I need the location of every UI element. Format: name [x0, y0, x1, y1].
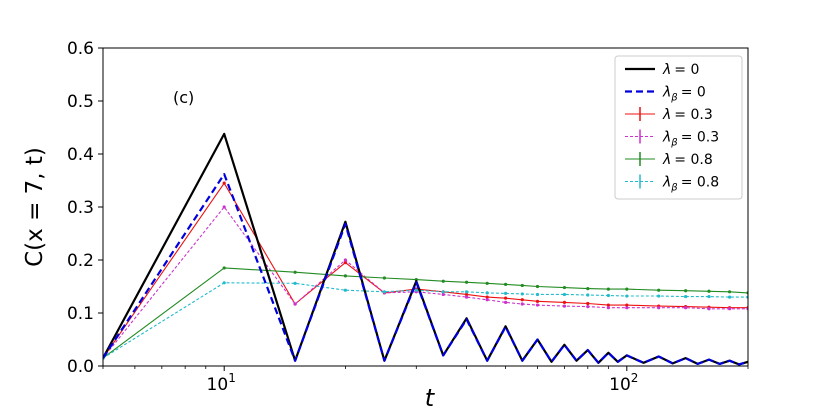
data-point	[707, 294, 711, 299]
legend-box	[614, 55, 743, 200]
data-point	[535, 303, 540, 307]
y-axis-label: C(x = 7, t)	[22, 147, 48, 267]
legend-label: λ = 0.8	[662, 152, 713, 168]
x-axis-label: t	[425, 384, 436, 411]
y-tick-label: 0.1	[67, 304, 94, 324]
data-point	[343, 261, 347, 265]
data-point	[586, 305, 590, 309]
data-point	[727, 290, 732, 294]
legend: λ = 0 λβ = 0 λ = 0.3 λβ = 0.3 λ = 0.8 λβ = 0.8	[614, 55, 743, 200]
series-line	[103, 206, 748, 359]
data-point	[562, 292, 567, 297]
data-point	[485, 281, 489, 285]
data-point	[382, 276, 387, 280]
data-point	[441, 290, 445, 294]
data-point	[293, 281, 297, 285]
data-point	[562, 304, 567, 308]
data-point	[520, 302, 524, 306]
data-point	[727, 307, 732, 311]
data-point	[343, 274, 347, 278]
data-point	[504, 291, 508, 295]
data-point	[504, 296, 508, 300]
y-axis-ticks: 0.0 0.1 0.2 0.3 0.4 0.5 0.6	[67, 39, 103, 377]
data-point	[727, 295, 732, 299]
data-point	[343, 258, 347, 262]
data-point	[657, 288, 661, 292]
data-point	[562, 285, 567, 290]
data-point	[464, 280, 469, 284]
data-point	[414, 278, 418, 282]
data-point	[684, 294, 688, 299]
panel-label: (c)	[173, 88, 194, 107]
data-point	[293, 302, 297, 306]
data-point	[657, 294, 661, 298]
data-point	[504, 282, 508, 286]
data-point	[625, 294, 629, 298]
data-point	[485, 295, 489, 299]
data-point	[222, 181, 226, 185]
x-tick-label: 101	[207, 371, 236, 395]
plot-frame	[102, 47, 749, 367]
data-point	[606, 303, 610, 307]
data-point	[414, 288, 418, 292]
x-axis-ticks: 101 102	[102, 366, 749, 395]
data-point	[293, 270, 297, 274]
data-point	[343, 288, 347, 292]
data-point	[625, 287, 629, 291]
data-point	[684, 289, 688, 293]
legend-label: λβ = 0.3	[662, 130, 719, 149]
y-tick-label: 0.3	[67, 198, 94, 218]
data-point	[464, 292, 469, 297]
data-point	[222, 205, 226, 209]
data-point	[625, 303, 629, 307]
y-tick-label: 0.0	[67, 357, 94, 377]
data-point	[625, 306, 629, 310]
data-point	[441, 279, 445, 283]
data-point	[606, 293, 610, 298]
data-point	[586, 301, 590, 306]
data-point	[504, 300, 508, 304]
data-point	[222, 281, 226, 285]
data-point	[586, 287, 590, 291]
series-line	[103, 282, 748, 359]
data-point	[441, 292, 445, 297]
data-point	[485, 298, 489, 302]
data-point	[464, 295, 469, 299]
data-point	[382, 290, 387, 294]
y-tick-label: 0.2	[67, 251, 94, 271]
data-point	[520, 292, 524, 296]
x-tick-label: 102	[609, 371, 638, 395]
data-point	[606, 306, 610, 310]
data-point	[657, 306, 661, 310]
data-point	[562, 300, 567, 304]
data-point	[586, 293, 590, 297]
legend-label: λβ = 0.8	[662, 175, 719, 194]
legend-label: λβ = 0	[662, 85, 706, 104]
data-point	[535, 292, 540, 297]
data-point	[606, 287, 610, 291]
data-point	[222, 266, 226, 270]
series-line	[103, 173, 748, 366]
data-point	[464, 290, 469, 294]
series-line	[103, 267, 748, 359]
y-tick-label: 0.6	[67, 39, 94, 59]
data-point	[707, 307, 711, 311]
data-point	[485, 291, 489, 295]
legend-label: λ = 0	[662, 62, 699, 78]
data-point	[535, 284, 540, 289]
y-tick-label: 0.5	[67, 92, 94, 112]
legend-label: λ = 0.3	[662, 107, 713, 123]
series-layer	[103, 132, 748, 366]
data-point	[535, 299, 540, 303]
data-point	[520, 298, 524, 302]
data-point	[684, 306, 688, 310]
y-tick-label: 0.4	[67, 145, 94, 165]
data-point	[707, 289, 711, 293]
data-point	[520, 283, 524, 288]
